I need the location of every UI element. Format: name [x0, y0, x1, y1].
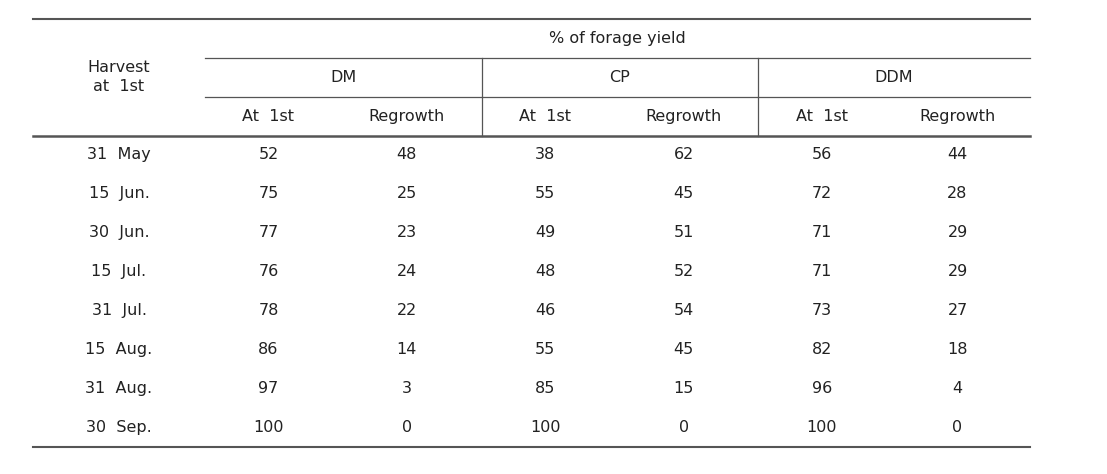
Text: 46: 46	[535, 303, 556, 318]
Text: 31  Aug.: 31 Aug.	[85, 381, 153, 396]
Text: 75: 75	[258, 186, 279, 201]
Text: At  1st: At 1st	[796, 109, 848, 124]
Text: 29: 29	[948, 264, 968, 279]
Text: At  1st: At 1st	[242, 109, 294, 124]
Text: 15  Aug.: 15 Aug.	[85, 342, 153, 357]
Text: 100: 100	[530, 419, 560, 435]
Text: % of forage yield: % of forage yield	[549, 31, 685, 46]
Text: DDM: DDM	[875, 70, 913, 85]
Text: 25: 25	[396, 186, 417, 201]
Text: 55: 55	[535, 342, 556, 357]
Text: CP: CP	[610, 70, 630, 85]
Text: 0: 0	[952, 419, 963, 435]
Text: At  1st: At 1st	[519, 109, 571, 124]
Text: 54: 54	[673, 303, 694, 318]
Text: 23: 23	[396, 225, 417, 240]
Text: 76: 76	[258, 264, 279, 279]
Text: 51: 51	[673, 225, 694, 240]
Text: 45: 45	[673, 342, 694, 357]
Text: 3: 3	[402, 381, 412, 396]
Text: 30  Sep.: 30 Sep.	[86, 419, 152, 435]
Text: 15  Jun.: 15 Jun.	[89, 186, 149, 201]
Text: 97: 97	[258, 381, 279, 396]
Text: 96: 96	[811, 381, 832, 396]
Text: 71: 71	[811, 264, 832, 279]
Text: 22: 22	[396, 303, 417, 318]
Text: 38: 38	[535, 147, 556, 163]
Text: 28: 28	[948, 186, 968, 201]
Text: 48: 48	[396, 147, 417, 163]
Text: Regrowth: Regrowth	[920, 109, 995, 124]
Text: Regrowth: Regrowth	[645, 109, 722, 124]
Text: 48: 48	[535, 264, 556, 279]
Text: 78: 78	[258, 303, 279, 318]
Text: 62: 62	[673, 147, 694, 163]
Text: 55: 55	[535, 186, 556, 201]
Text: 14: 14	[396, 342, 417, 357]
Text: 56: 56	[811, 147, 832, 163]
Text: 0: 0	[679, 419, 689, 435]
Text: 77: 77	[258, 225, 279, 240]
Text: 82: 82	[811, 342, 832, 357]
Text: at  1st: at 1st	[93, 80, 145, 94]
Text: 27: 27	[948, 303, 968, 318]
Text: 30  Jun.: 30 Jun.	[89, 225, 149, 240]
Text: 31  Jul.: 31 Jul.	[92, 303, 146, 318]
Text: 29: 29	[948, 225, 968, 240]
Text: 73: 73	[811, 303, 832, 318]
Text: Regrowth: Regrowth	[369, 109, 445, 124]
Text: 4: 4	[952, 381, 963, 396]
Text: 15: 15	[673, 381, 694, 396]
Text: 100: 100	[807, 419, 837, 435]
Text: 49: 49	[535, 225, 556, 240]
Text: 85: 85	[535, 381, 556, 396]
Text: 24: 24	[396, 264, 417, 279]
Text: 100: 100	[254, 419, 283, 435]
Text: 52: 52	[673, 264, 694, 279]
Text: 18: 18	[948, 342, 968, 357]
Text: DM: DM	[330, 70, 356, 85]
Text: Harvest: Harvest	[87, 60, 151, 75]
Text: 15  Jul.: 15 Jul.	[92, 264, 146, 279]
Text: 44: 44	[948, 147, 968, 163]
Text: 72: 72	[811, 186, 832, 201]
Text: 45: 45	[673, 186, 694, 201]
Text: 71: 71	[811, 225, 832, 240]
Text: 0: 0	[402, 419, 412, 435]
Text: 31  May: 31 May	[87, 147, 151, 163]
Text: 86: 86	[258, 342, 279, 357]
Text: 52: 52	[258, 147, 279, 163]
